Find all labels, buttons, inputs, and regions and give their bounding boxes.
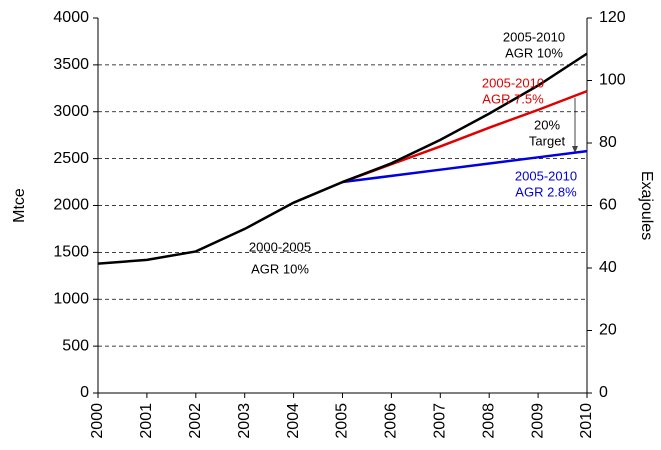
x-tick-label: 2009 bbox=[529, 403, 546, 439]
y-tick-label: 500 bbox=[62, 337, 89, 354]
y2-tick-label: 20 bbox=[599, 322, 617, 339]
line-series bbox=[97, 52, 588, 265]
annotation: Target bbox=[529, 133, 566, 148]
annotation: 2005-2010 bbox=[515, 168, 577, 183]
y-axis-label: Mtce bbox=[11, 188, 28, 223]
line-series bbox=[342, 149, 588, 184]
x-tick-label: 2000 bbox=[89, 403, 106, 439]
y-tick-label: 1500 bbox=[53, 244, 89, 261]
y2-tick-label: 120 bbox=[599, 9, 626, 26]
y-tick-label: 2000 bbox=[53, 197, 89, 214]
y2-tick-label: 80 bbox=[599, 134, 617, 151]
y2-axis-label: Exajoules bbox=[638, 171, 655, 240]
y-tick-label: 2500 bbox=[53, 150, 89, 167]
x-tick-label: 2007 bbox=[432, 403, 449, 439]
x-tick-label: 2008 bbox=[480, 403, 497, 439]
annotation: AGR 2.8% bbox=[515, 184, 577, 199]
x-tick-label: 2002 bbox=[187, 403, 204, 439]
annotation: 2000-2005 bbox=[249, 239, 311, 254]
x-tick-label: 2004 bbox=[285, 403, 302, 439]
y-tick-label: 4000 bbox=[53, 9, 89, 26]
y2-tick-label: 100 bbox=[599, 72, 626, 89]
y2-tick-label: 0 bbox=[599, 384, 608, 401]
annotation: 2005-2010 bbox=[503, 29, 565, 44]
annotation: AGR 10% bbox=[251, 261, 309, 276]
y-tick-label: 3500 bbox=[53, 56, 89, 73]
x-tick-label: 2003 bbox=[236, 403, 253, 439]
target-arrow-head bbox=[572, 146, 578, 153]
y-tick-label: 0 bbox=[80, 384, 89, 401]
y-tick-label: 3000 bbox=[53, 103, 89, 120]
x-tick-label: 2006 bbox=[383, 403, 400, 439]
x-tick-label: 2010 bbox=[578, 403, 595, 439]
x-tick-label: 2001 bbox=[138, 403, 155, 439]
x-tick-label: 2005 bbox=[334, 403, 351, 439]
annotation: AGR 7.5% bbox=[482, 91, 544, 106]
y2-tick-label: 60 bbox=[599, 197, 617, 214]
annotation: 2005-2010 bbox=[482, 75, 544, 90]
y2-tick-label: 40 bbox=[599, 259, 617, 276]
annotation: AGR 10% bbox=[505, 45, 563, 60]
y-tick-label: 1000 bbox=[53, 290, 89, 307]
annotation: 20% bbox=[534, 117, 560, 132]
